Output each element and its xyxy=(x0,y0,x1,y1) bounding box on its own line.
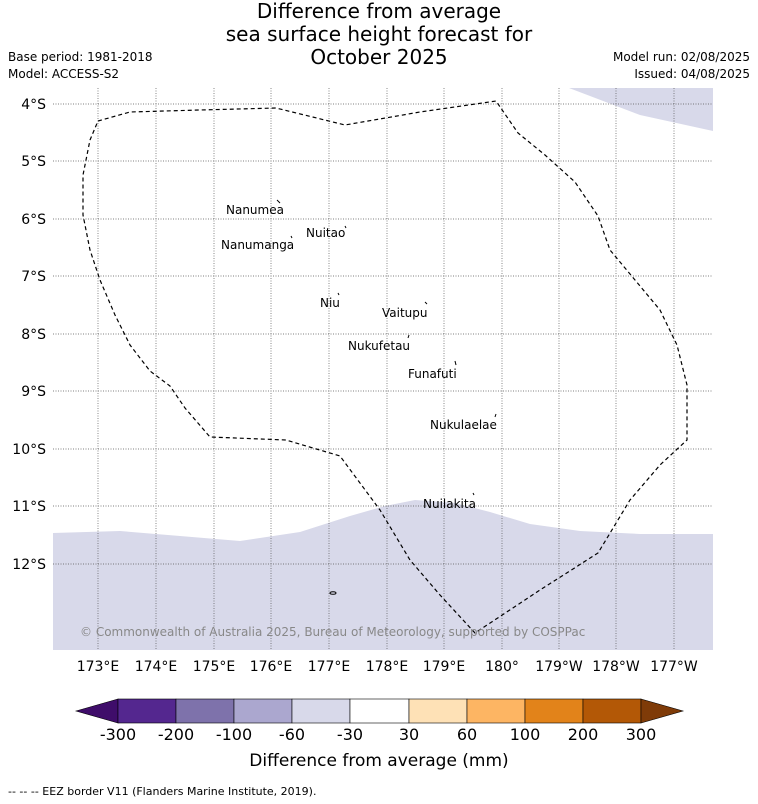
island-speck-vaitupu xyxy=(424,301,428,305)
island-label-nuitao: Nuitao xyxy=(306,226,345,240)
model-run: Model run: 02/08/2025 xyxy=(612,50,750,64)
issued-date: Issued: 04/08/2025 xyxy=(634,67,750,81)
island-speck-nanumea xyxy=(276,199,281,204)
lon-label-178w: 178°W xyxy=(592,659,640,675)
colorbar-tick-label: -200 xyxy=(157,725,195,744)
lat-label-10s: 10°S xyxy=(12,442,46,458)
colorbar-bin-4 xyxy=(291,698,351,724)
colorbar-extend-high xyxy=(640,698,685,724)
colorbar-title: Difference from average (mm) xyxy=(249,751,509,771)
lat-label-4s: 4°S xyxy=(21,97,46,113)
title-line-1: Difference from average xyxy=(256,0,502,23)
island-speck-nukulaelae xyxy=(494,413,497,418)
island-speck-nukufetau xyxy=(407,334,410,339)
lon-label-178e: 178°E xyxy=(366,659,409,675)
colorbar-bin-9 xyxy=(582,698,642,724)
lat-label-9s: 9°S xyxy=(21,384,46,400)
lat-label-5s: 5°S xyxy=(21,154,46,170)
eez-border xyxy=(82,100,688,634)
map-panel: Nanumea Nuitao Nanumanga Niu Vaitupu Nuk… xyxy=(53,88,713,650)
colorbar-tick-label: -100 xyxy=(215,725,253,744)
lat-label-8s: 8°S xyxy=(21,327,46,343)
title-line-3: October 2025 xyxy=(310,45,448,69)
island-speck-funafuti xyxy=(454,360,457,366)
island-label-nuilakita: Nuilakita xyxy=(423,497,476,511)
island-speck-niu xyxy=(337,292,340,296)
base-period: Base period: 1981-2018 xyxy=(8,50,153,64)
lon-label-179e: 179°E xyxy=(423,659,466,675)
colorbar-bin-6 xyxy=(408,698,468,724)
colorbar-tick-label: 300 xyxy=(625,725,657,744)
map-title: Difference from average sea surface heig… xyxy=(0,0,758,69)
island-label-niu: Niu xyxy=(320,296,340,310)
colorbar-tick-label: -60 xyxy=(278,725,306,744)
lon-label-173e: 173°E xyxy=(77,659,120,675)
anomaly-field-northeast xyxy=(569,88,713,131)
colorbar-tick-label: -30 xyxy=(336,725,364,744)
colorbar-bin-8 xyxy=(524,698,584,724)
island-label-nukufetau: Nukufetau xyxy=(348,339,410,353)
title-line-2: sea surface height forecast for xyxy=(225,22,533,46)
colorbar-tick-label: -300 xyxy=(99,725,137,744)
lat-label-12s: 12°S xyxy=(12,557,46,573)
lat-label-7s: 7°S xyxy=(21,269,46,285)
lon-label-180: 180° xyxy=(485,659,519,675)
colorbar-bin-5 xyxy=(349,698,410,724)
colorbar-bin-1 xyxy=(117,698,177,724)
copyright-notice: © Commonwealth of Australia 2025, Bureau… xyxy=(80,625,585,639)
colorbar-tick-label: 30 xyxy=(398,725,420,744)
meta-right: Model run: 02/08/2025 Issued: 04/08/2025 xyxy=(613,49,750,83)
lon-label-175e: 175°E xyxy=(193,659,236,675)
lon-label-177w: 177°W xyxy=(650,659,698,675)
anomaly-field-south xyxy=(53,500,713,650)
model-name: Model: ACCESS-S2 xyxy=(8,67,120,81)
island-speck-south xyxy=(329,591,337,595)
island-speck-nanumanga xyxy=(290,235,293,239)
island-label-funafuti: Funafuti xyxy=(408,367,457,381)
colorbar-extend-low xyxy=(74,698,119,724)
island-speck-nuitao xyxy=(344,225,347,229)
colorbar-bin-3 xyxy=(233,698,293,724)
island-speck-nuilakita xyxy=(472,492,475,496)
colorbar-bin-7 xyxy=(466,698,526,724)
island-label-nukulaelae: Nukulaelae xyxy=(430,418,497,432)
colorbar-tick-label: 60 xyxy=(456,725,478,744)
colorbar-bin-2 xyxy=(175,698,235,724)
lon-label-179w: 179°W xyxy=(535,659,583,675)
meta-left: Base period: 1981-2018 Model: ACCESS-S2 xyxy=(8,49,153,83)
island-label-nanumea: Nanumea xyxy=(226,203,284,217)
island-shapes xyxy=(276,199,497,595)
island-label-vaitupu: Vaitupu xyxy=(382,306,428,320)
island-label-nanumanga: Nanumanga xyxy=(221,238,294,252)
lon-label-177e: 177°E xyxy=(308,659,351,675)
colorbar-tick-label: 200 xyxy=(567,725,599,744)
lat-label-11s: 11°S xyxy=(12,499,46,515)
lon-label-174e: 174°E xyxy=(135,659,178,675)
lat-label-6s: 6°S xyxy=(21,212,46,228)
gridlines xyxy=(53,88,713,650)
lon-label-176e: 176°E xyxy=(250,659,293,675)
colorbar-tick-label: 100 xyxy=(509,725,541,744)
colorbar xyxy=(74,698,685,724)
eez-legend-note: -- -- -- EEZ border V11 (Flanders Marine… xyxy=(8,785,317,798)
